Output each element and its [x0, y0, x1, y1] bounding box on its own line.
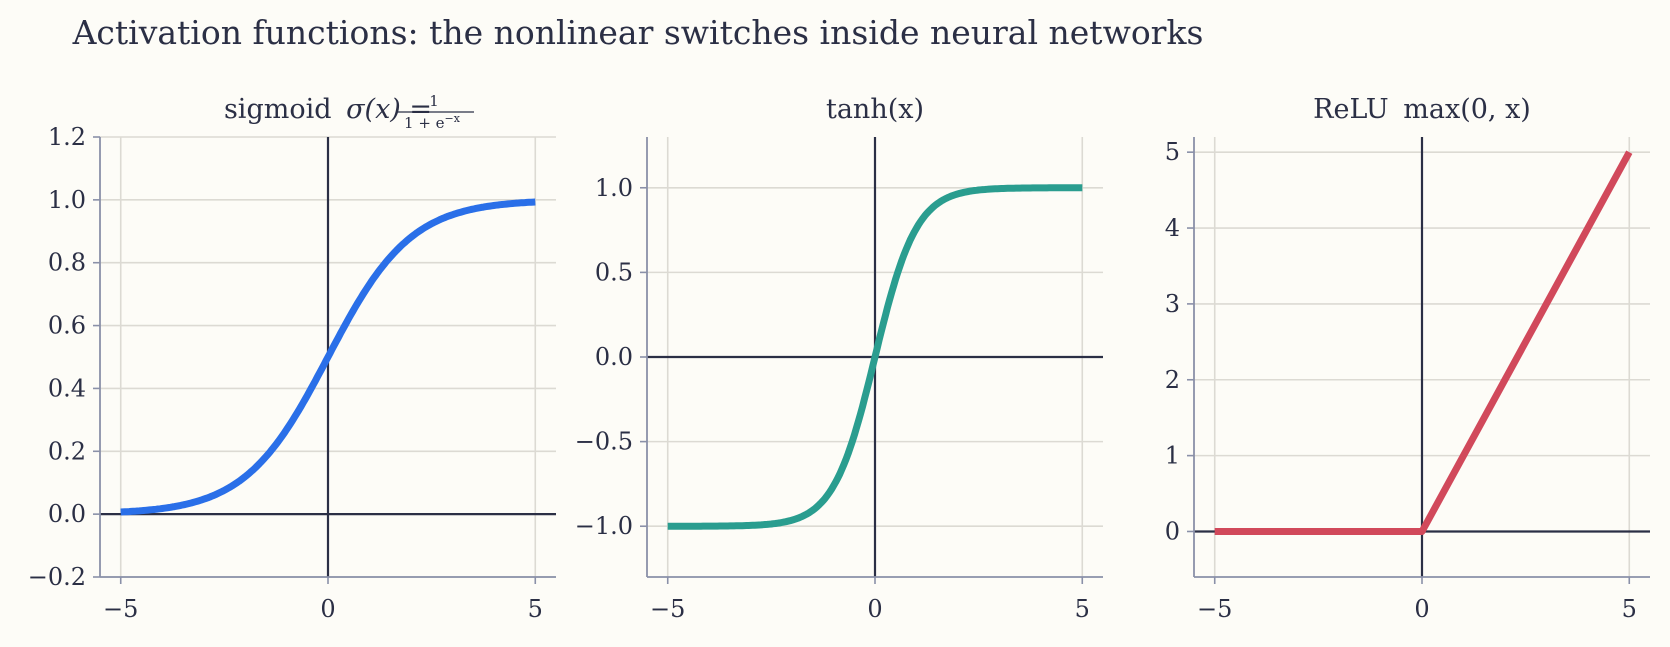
tanh-xtick-label-0: −5: [650, 595, 685, 623]
tanh-ytick-label-4: 1.0: [595, 174, 633, 202]
relu-series: [1214, 150, 1633, 535]
sigmoid-curve: [119, 198, 537, 516]
sigmoid-ytick-label-6: 1.0: [48, 186, 86, 214]
relu-xtick-label-2: 5: [1622, 595, 1637, 623]
sigmoid-ytick-label-0: −0.2: [28, 563, 86, 591]
sigmoid-ytick-label-7: 1.2: [48, 123, 86, 151]
tanh-ytick-label-1: −0.5: [575, 428, 633, 456]
relu-curve: [1214, 150, 1633, 535]
relu-ytick-label-2: 2: [1165, 366, 1180, 394]
tanh-ticks: −5 0 5 −1.0 −0.5 0.0 0.5 1.0: [575, 174, 1090, 623]
sigmoid-title-numerator: 1: [429, 92, 439, 110]
sigmoid-title-expr: σ(x) =: [346, 94, 432, 125]
tanh-series: [666, 184, 1084, 530]
relu-xtick-label-1: 0: [1414, 595, 1429, 623]
relu-ytick-label-3: 3: [1165, 290, 1180, 318]
tanh-ytick-label-0: −1.0: [575, 512, 633, 540]
sigmoid-title-den-sup: −x: [445, 112, 461, 125]
sigmoid-title: sigmoid σ(x) =: [224, 94, 432, 125]
tanh-curve: [666, 184, 1084, 530]
relu-ticks: −5 0 5 0 1 2 3 4 5: [1165, 138, 1637, 623]
relu-ytick-label-5: 5: [1165, 138, 1180, 166]
sigmoid-ytick-label-4: 0.6: [48, 312, 86, 340]
sigmoid-ticks: −5 0 5 −0.2 0.0 0.2 0.4 0.6 0.8 1.0 1.2: [28, 123, 543, 623]
sigmoid-ytick-label-5: 0.8: [48, 249, 86, 277]
tanh-ytick-label-3: 0.5: [595, 258, 633, 286]
relu-title-expr: max(0, x): [1403, 94, 1531, 125]
sigmoid-series: [119, 198, 537, 516]
relu-ytick-label-4: 4: [1165, 214, 1180, 242]
sigmoid-title-den-base: 1 + e: [404, 114, 445, 132]
sigmoid-ytick-label-2: 0.2: [48, 437, 86, 465]
sigmoid-title-name: sigmoid: [224, 94, 332, 125]
sigmoid-ytick-label-1: 0.0: [48, 500, 86, 528]
relu-ytick-label-0: 0: [1165, 517, 1180, 545]
tanh-xtick-label-2: 5: [1075, 595, 1090, 623]
panel-tanh: tanh(x) −5 0 5 −1.0 −0.5 0.0 0.5 1.0: [575, 94, 1103, 623]
figure-suptitle: Activation functions: the nonlinear swit…: [72, 13, 1204, 52]
tanh-title: tanh(x): [826, 94, 924, 125]
sigmoid-xtick-label-0: −5: [103, 595, 138, 623]
panel-relu: ReLU max(0, x) −5 0 5 0 1 2 3 4 5: [1165, 94, 1650, 623]
tanh-xtick-label-1: 0: [867, 595, 882, 623]
relu-xtick-label-0: −5: [1197, 595, 1232, 623]
sigmoid-ytick-label-3: 0.4: [48, 374, 86, 402]
sigmoid-xtick-label-1: 0: [320, 595, 335, 623]
tanh-ytick-label-2: 0.0: [595, 343, 633, 371]
relu-title-name: ReLU: [1313, 94, 1389, 125]
sigmoid-xtick-label-2: 5: [528, 595, 543, 623]
relu-ytick-label-1: 1: [1165, 442, 1180, 470]
relu-title: ReLU max(0, x): [1313, 94, 1531, 125]
panel-sigmoid: sigmoid σ(x) = 1 1 + e−x −5 0 5 −0.2 0.0 0.2 0…: [28, 92, 556, 623]
sigmoid-title-denominator: 1 + e−x: [404, 112, 461, 132]
